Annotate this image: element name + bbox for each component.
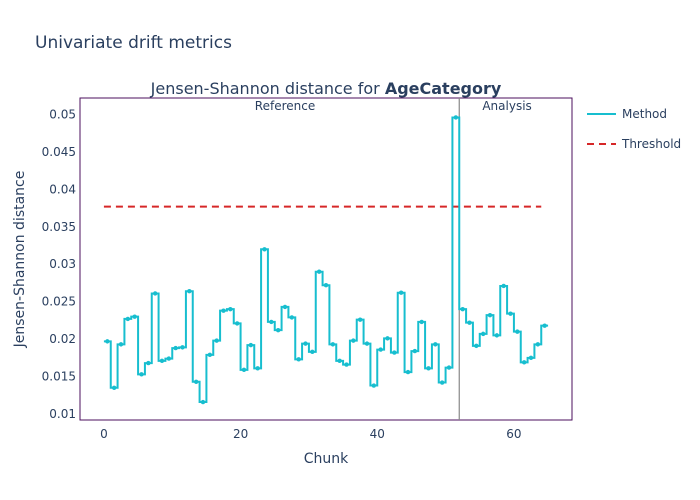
method-point bbox=[282, 304, 288, 310]
x-axis-title: Chunk bbox=[304, 451, 349, 467]
reference-period-label: Reference bbox=[255, 99, 315, 113]
method-point bbox=[187, 289, 192, 294]
method-point bbox=[508, 311, 513, 316]
method-point bbox=[521, 360, 527, 365]
method-point bbox=[480, 331, 486, 337]
x-tick-label: 0 bbox=[100, 427, 108, 441]
method-point bbox=[214, 338, 219, 343]
method-point bbox=[542, 323, 547, 328]
method-point bbox=[364, 341, 370, 346]
method-point bbox=[426, 366, 431, 371]
method-point bbox=[262, 247, 267, 252]
method-point bbox=[398, 290, 404, 295]
method-point bbox=[111, 385, 117, 390]
method-point bbox=[241, 367, 247, 373]
method-point bbox=[474, 343, 479, 349]
method-point bbox=[228, 306, 233, 312]
method-point bbox=[419, 319, 424, 325]
method-point bbox=[501, 283, 506, 289]
analysis-period-label: Analysis bbox=[482, 99, 531, 113]
method-point bbox=[180, 345, 185, 350]
plot-area: 0.01 0.015 0.02 0.025 0.03 0.035 0.04 0.045 0.05… bbox=[42, 97, 573, 441]
y-axis-title: Jensen-Shannon distance bbox=[12, 171, 28, 349]
method-point bbox=[248, 342, 254, 348]
method-point bbox=[330, 342, 336, 347]
method-point bbox=[460, 306, 465, 312]
method-point bbox=[275, 327, 281, 333]
method-point bbox=[378, 347, 383, 352]
page-title: Univariate drift metrics bbox=[35, 33, 232, 53]
method-point bbox=[173, 345, 178, 351]
method-point bbox=[351, 338, 356, 343]
chart-title: Jensen-Shannon distance for AgeCategory bbox=[150, 79, 502, 98]
y-tick-label: 0.045 bbox=[42, 145, 76, 159]
method-point bbox=[132, 314, 137, 319]
method-point bbox=[494, 333, 500, 338]
legend: Method Threshold bbox=[587, 107, 681, 151]
method-point bbox=[200, 399, 206, 405]
plot-frame bbox=[79, 97, 573, 421]
y-tick-label: 0.035 bbox=[42, 220, 76, 234]
method-point bbox=[357, 317, 363, 322]
y-tick-label: 0.015 bbox=[42, 370, 76, 384]
chart-title-feature: AgeCategory bbox=[385, 79, 502, 98]
method-point bbox=[105, 339, 110, 344]
legend-method-label: Method bbox=[622, 107, 667, 121]
method-point bbox=[310, 349, 315, 355]
method-point bbox=[467, 320, 472, 325]
y-tick-label: 0.025 bbox=[42, 295, 76, 309]
method-point bbox=[234, 321, 240, 326]
x-tick-label: 60 bbox=[506, 427, 521, 441]
method-point bbox=[344, 362, 349, 367]
method-point bbox=[152, 291, 158, 296]
method-point bbox=[487, 312, 493, 318]
method-point bbox=[385, 336, 390, 341]
y-tick-label: 0.01 bbox=[49, 407, 76, 421]
method-point bbox=[528, 355, 534, 361]
method-point bbox=[221, 308, 226, 313]
method-point bbox=[515, 329, 520, 334]
legend-threshold-label: Threshold bbox=[621, 137, 681, 151]
method-point bbox=[316, 269, 322, 274]
method-point bbox=[303, 341, 308, 346]
method-point bbox=[371, 383, 377, 388]
method-point bbox=[269, 319, 274, 325]
method-point bbox=[166, 356, 172, 361]
method-point bbox=[296, 357, 301, 362]
y-tick-label: 0.05 bbox=[49, 107, 76, 121]
method-point bbox=[453, 115, 459, 120]
y-tick-label: 0.02 bbox=[49, 332, 76, 346]
y-tick-label: 0.04 bbox=[49, 182, 76, 196]
method-point bbox=[392, 350, 397, 355]
method-point bbox=[125, 316, 131, 322]
method-point bbox=[146, 360, 151, 366]
method-point bbox=[446, 365, 452, 370]
y-tick-label: 0.03 bbox=[49, 257, 76, 271]
x-tick-label: 20 bbox=[233, 427, 248, 441]
chart-title-prefix: Jensen-Shannon distance for bbox=[150, 79, 385, 98]
method-point bbox=[118, 342, 124, 347]
method-point bbox=[405, 369, 411, 375]
method-point bbox=[159, 358, 165, 364]
method-point bbox=[337, 358, 342, 364]
method-point bbox=[412, 348, 418, 354]
method-point bbox=[207, 352, 213, 358]
method-point bbox=[323, 283, 329, 288]
method-point bbox=[193, 379, 199, 385]
method-point bbox=[289, 315, 295, 320]
x-tick-label: 40 bbox=[370, 427, 385, 441]
method-point bbox=[535, 342, 541, 347]
method-point bbox=[439, 380, 445, 385]
method-point bbox=[433, 342, 438, 347]
method-point bbox=[139, 372, 144, 377]
method-point bbox=[255, 366, 260, 371]
